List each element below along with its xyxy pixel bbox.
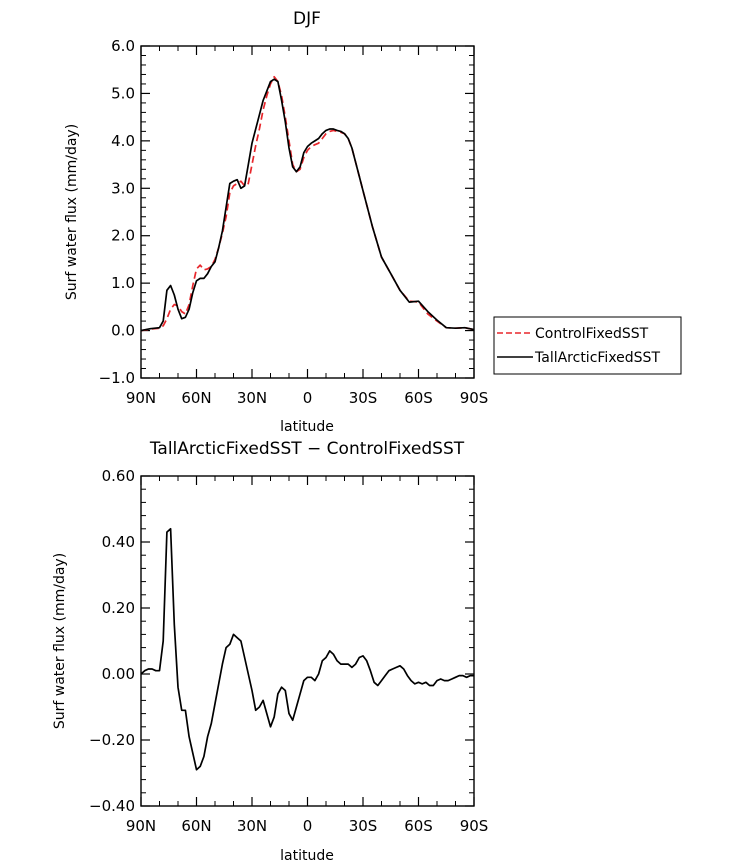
top-x-tick-label: 0 bbox=[303, 389, 313, 407]
top-y-tick-label: −1.0 bbox=[99, 369, 135, 387]
top-plot-frame bbox=[140, 45, 475, 379]
bottom-series-line-difference bbox=[140, 527, 474, 771]
top-y-tick-label: 4.0 bbox=[111, 132, 135, 150]
legend-label-control: ControlFixedSST bbox=[535, 326, 649, 342]
top-series-line-tallarcticfixedsst bbox=[140, 78, 475, 332]
top-x-tick-label: 90S bbox=[460, 389, 489, 407]
legend-box bbox=[493, 316, 682, 375]
top-series-line-controlfixedsst bbox=[140, 75, 475, 332]
bottom-x-tick-label: 0 bbox=[303, 817, 313, 835]
bottom-y-tick-label: −0.40 bbox=[89, 797, 135, 815]
top-x-axis-label: latitude bbox=[280, 419, 334, 435]
top-x-tick-label: 30S bbox=[349, 389, 378, 407]
bottom-panel: TallArcticFixedSST − ControlFixedSST lat… bbox=[52, 439, 488, 864]
top-y-tick-label: 6.0 bbox=[111, 37, 135, 55]
top-panel: DJF latitude Surf water flux (mm/day) 90… bbox=[64, 9, 682, 435]
top-x-tick-label: 90N bbox=[126, 389, 156, 407]
bottom-y-axis-label: Surf water flux (mm/day) bbox=[52, 553, 68, 729]
bottom-y-tick-label: 0.60 bbox=[102, 467, 135, 485]
bottom-x-axis-label: latitude bbox=[280, 848, 334, 864]
top-y-tick-label: 5.0 bbox=[111, 84, 135, 102]
bottom-plot-frame bbox=[140, 475, 475, 807]
top-x-tick-label: 60N bbox=[181, 389, 211, 407]
legend-label-tallarctic: TallArcticFixedSST bbox=[534, 350, 660, 366]
top-chart-title: DJF bbox=[293, 9, 321, 29]
top-y-tick-label: 0.0 bbox=[111, 322, 135, 340]
bottom-x-tick-label: 60N bbox=[181, 817, 211, 835]
top-y-axis-label: Surf water flux (mm/day) bbox=[64, 124, 80, 300]
bottom-y-tick-label: −0.20 bbox=[89, 731, 135, 749]
bottom-y-tick-label: 0.20 bbox=[102, 599, 135, 617]
top-y-tick-label: 2.0 bbox=[111, 227, 135, 245]
bottom-x-tick-label: 30N bbox=[237, 817, 267, 835]
bottom-y-tick-label: 0.40 bbox=[102, 533, 135, 551]
top-y-tick-label: 1.0 bbox=[111, 274, 135, 292]
top-x-tick-label: 30N bbox=[237, 389, 267, 407]
bottom-y-tick-label: 0.00 bbox=[102, 665, 135, 683]
legend: ControlFixedSST TallArcticFixedSST bbox=[493, 316, 682, 375]
bottom-chart-title: TallArcticFixedSST − ControlFixedSST bbox=[149, 439, 465, 459]
top-x-tick-label: 60S bbox=[404, 389, 433, 407]
bottom-x-tick-label: 90N bbox=[126, 817, 156, 835]
bottom-x-tick-label: 90S bbox=[460, 817, 489, 835]
top-y-tick-label: 3.0 bbox=[111, 179, 135, 197]
bottom-x-tick-label: 60S bbox=[404, 817, 433, 835]
bottom-x-tick-label: 30S bbox=[349, 817, 378, 835]
